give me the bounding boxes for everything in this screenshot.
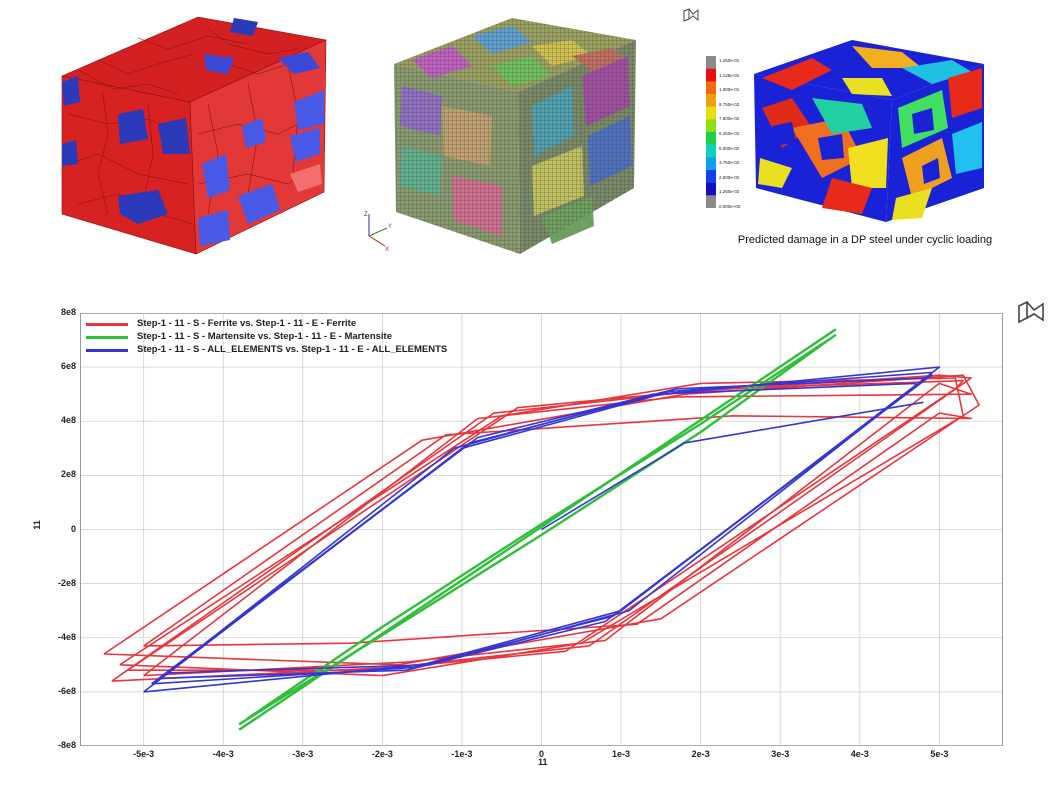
x-tick-label: -2e-3 — [371, 749, 393, 759]
y-tick-label: 2e8 — [60, 469, 76, 480]
x-tick-label: 0 — [538, 749, 544, 759]
series-0-curve — [119, 377, 965, 677]
colorbar-labels: 1.250e-01 1.125e-01 1.000e-01 8.750e-02 7.50… — [719, 56, 759, 209]
colorbar-segment — [706, 81, 716, 95]
colorbar-segment — [706, 170, 716, 183]
legend-swatch — [86, 349, 128, 352]
y-tick-label: 6e8 — [60, 361, 76, 372]
y-tick-label: -4e8 — [57, 631, 76, 642]
meshed-grain-cube-image — [394, 18, 636, 254]
colorbar-label: 0.000e+00 — [719, 204, 741, 209]
y-axis-title: 11 — [31, 520, 42, 530]
colorbar-segment — [706, 119, 716, 133]
y-tick-label: 0 — [70, 523, 76, 534]
series-0-curve — [143, 412, 973, 647]
series-2-curve — [541, 401, 924, 531]
x-tick-label: 5e-3 — [930, 749, 949, 759]
colorbar-segment — [706, 106, 716, 120]
x-tick-label: -1e-3 — [451, 749, 473, 759]
colorbar-label: 1.125e-01 — [719, 72, 740, 78]
colorbar-label: 1.250e-02 — [719, 189, 740, 195]
y-tick-label: -8e8 — [57, 740, 76, 750]
figure-caption: Predicted damage in a DP steel under cyc… — [737, 234, 993, 246]
grain-structure-cube-image — [61, 16, 327, 255]
colorbar-segment — [706, 144, 716, 158]
y-tick-label: -2e8 — [57, 577, 76, 588]
colorbar-label: 8.750e-02 — [719, 101, 740, 107]
colorbar-segment — [706, 68, 716, 82]
y-tick-label: -6e8 — [57, 685, 76, 696]
legend-label: Step-1 - 11 - S - Ferrite vs. Step-1 - 1… — [137, 318, 357, 329]
colorbar-segment — [706, 157, 716, 171]
meshed-grain-cube — [392, 16, 640, 256]
legend-label: Step-1 - 11 - S - Martensite vs. Step-1 … — [137, 331, 392, 342]
series-1-curve — [246, 339, 829, 720]
legend-swatch — [86, 323, 128, 326]
colorbar-label: 3.750e-02 — [719, 160, 740, 166]
simulia-logo-icon-plot — [1017, 300, 1045, 328]
colorbar-label: 6.250e-02 — [719, 131, 740, 136]
x-tick-label: 2e-3 — [691, 749, 710, 759]
colorbar-segment — [706, 132, 716, 145]
damage-contour-cube — [752, 38, 988, 224]
cyclic-loading-plot — [80, 313, 1003, 746]
x-tick-label: -4e-3 — [212, 749, 234, 759]
damage-contour-cube-image — [754, 40, 984, 222]
x-axis-title: 11 — [538, 757, 548, 767]
series-2-curve — [167, 382, 917, 674]
colorbar-label: 7.500e-02 — [719, 116, 740, 122]
svg-text:Y: Y — [388, 224, 392, 230]
legend-label: Step-1 - 11 - S - ALL_ELEMENTS vs. Step-… — [137, 344, 448, 355]
series-1 — [238, 328, 837, 731]
svg-text:Z: Z — [364, 212, 368, 218]
x-tick-label: -5e-3 — [133, 749, 155, 759]
x-tick-label: 1e-3 — [612, 749, 631, 759]
colorbar-segment — [706, 56, 716, 69]
damage-colorbar — [706, 56, 716, 209]
colorbar-label: 1.000e-01 — [719, 87, 740, 93]
series-0-curve — [143, 382, 973, 677]
xyz-triad-icon: Z Y X — [355, 210, 395, 253]
series-2 — [143, 366, 941, 693]
colorbar-label: 1.250e-01 — [719, 58, 740, 63]
colorbar-segment — [706, 94, 716, 107]
top-figure-row: Z Y X 1.250e-01 1.125e-01 1.000e-01 8.750e-… — [0, 0, 1053, 290]
grain-structure-cube — [58, 14, 330, 256]
x-tick-label: 4e-3 — [850, 749, 869, 759]
y-tick-label: 8e8 — [60, 307, 76, 317]
chart-canvas — [80, 313, 1003, 746]
colorbar-label: 2.500e-02 — [719, 174, 740, 180]
colorbar-label: 5.000e-02 — [719, 145, 740, 151]
svg-text:X: X — [385, 247, 389, 252]
colorbar-segment — [706, 182, 716, 196]
x-tick-label: -3e-3 — [292, 749, 314, 759]
y-tick-label: 4e8 — [60, 415, 76, 426]
x-tick-label: 3e-3 — [771, 749, 790, 759]
colorbar-segment — [706, 195, 716, 209]
legend-swatch — [86, 336, 128, 339]
simulia-logo-icon — [683, 8, 699, 26]
series-1-curve — [238, 333, 837, 726]
